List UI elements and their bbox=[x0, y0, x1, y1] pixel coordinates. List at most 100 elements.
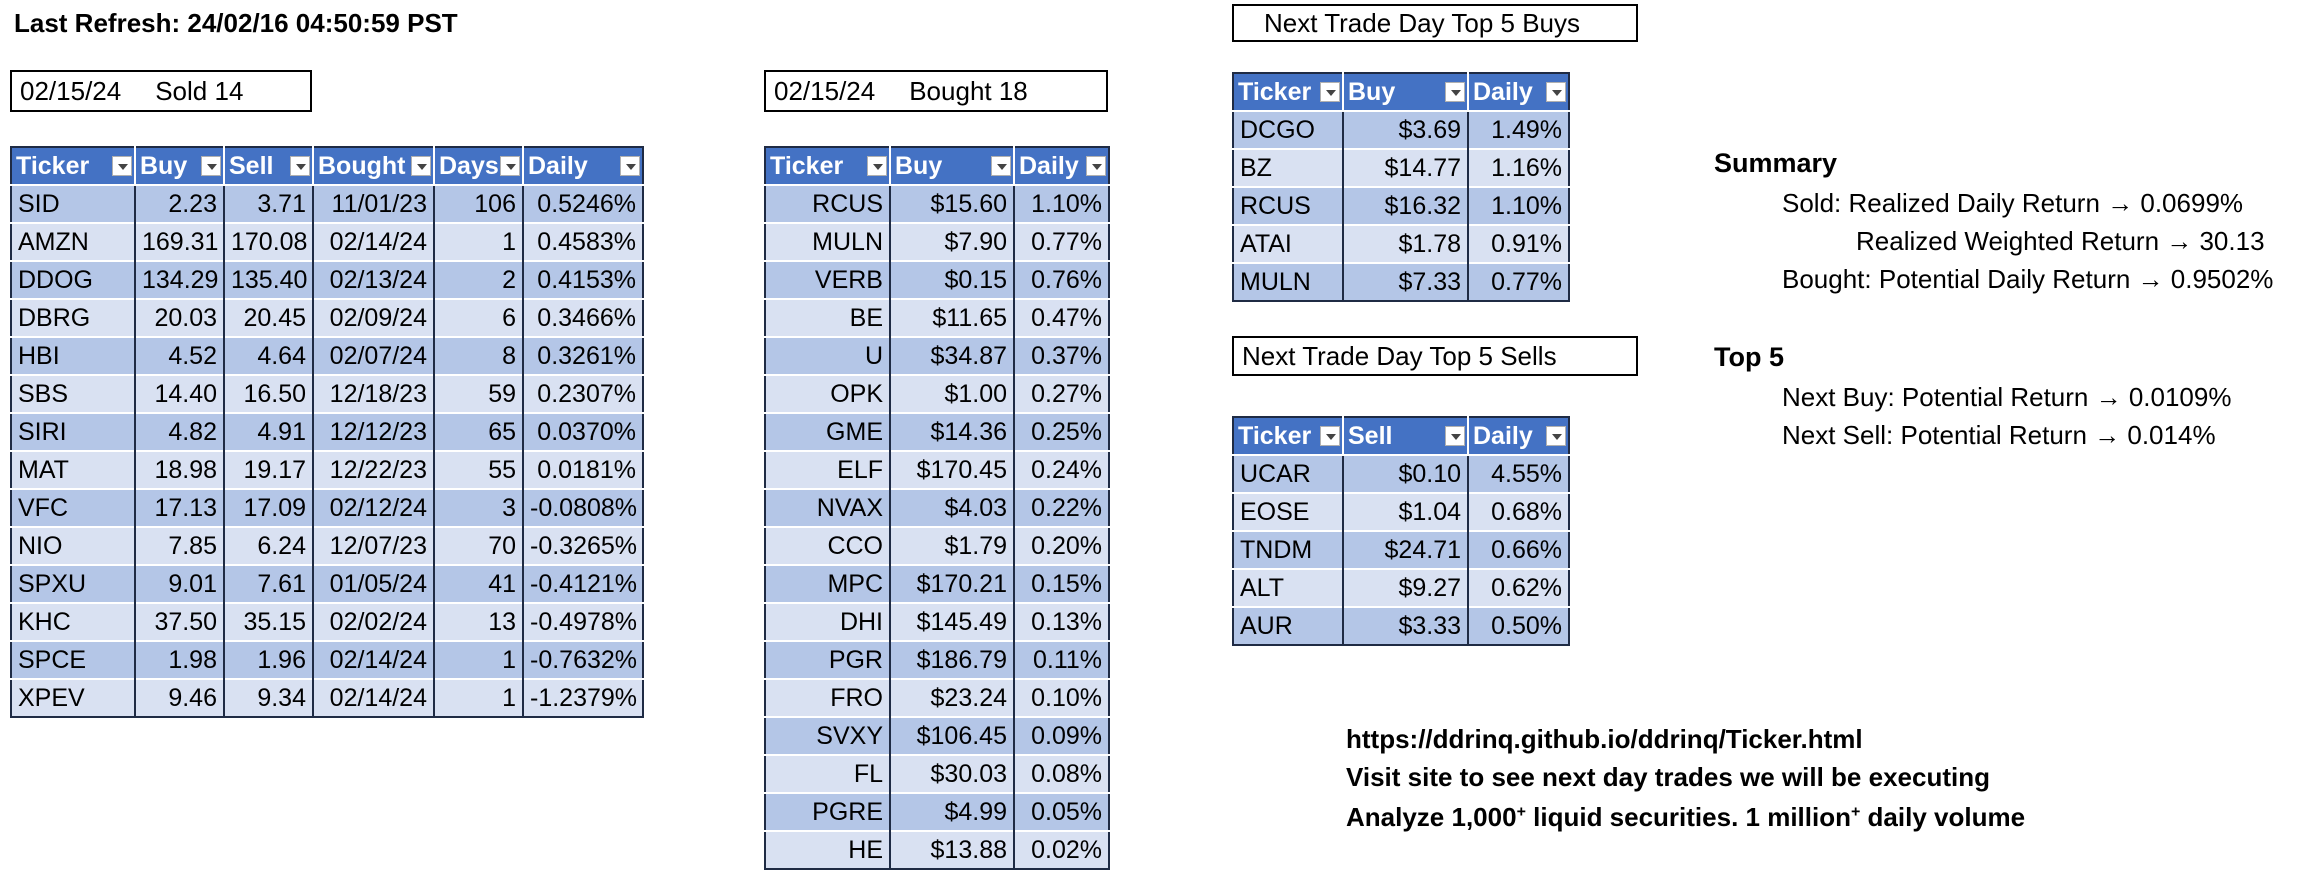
table-cell: 0.68% bbox=[1468, 492, 1569, 531]
filter-dropdown-icon[interactable] bbox=[411, 156, 431, 176]
filter-dropdown-icon[interactable] bbox=[1086, 156, 1106, 176]
table-cell: 12/18/23 bbox=[313, 374, 435, 413]
table-row: BE $11.65 0.47% bbox=[765, 298, 1109, 337]
table-cell: 37.50 bbox=[135, 602, 225, 641]
table-row: ATAI $1.78 0.91% bbox=[1233, 224, 1569, 263]
table-cell: 3.71 bbox=[224, 184, 314, 223]
table-cell: 135.40 bbox=[224, 260, 314, 299]
table-cell: $15.60 bbox=[890, 184, 1015, 223]
table-cell: 18.98 bbox=[135, 450, 225, 489]
table-row: MULN $7.90 0.77% bbox=[765, 222, 1109, 261]
table-cell: XPEV bbox=[11, 678, 136, 717]
analyze-part-a: Analyze 1,000 bbox=[1346, 802, 1517, 832]
table-cell: 4.82 bbox=[135, 412, 225, 451]
filter-dropdown-icon[interactable] bbox=[1320, 426, 1340, 446]
site-analyze-text: Analyze 1,000+ liquid securities. 1 mill… bbox=[1346, 802, 2025, 833]
table-cell: MULN bbox=[765, 222, 891, 261]
table-cell: 1.16% bbox=[1468, 148, 1569, 187]
table-row: HBI 4.52 4.64 02/07/24 8 0.3261% bbox=[11, 336, 643, 375]
table-cell: 7.61 bbox=[224, 564, 314, 603]
column-header: Buy bbox=[890, 147, 1015, 185]
table-cell: $24.71 bbox=[1343, 530, 1469, 569]
column-header: Buy bbox=[135, 147, 225, 185]
table-cell: MULN bbox=[1233, 262, 1344, 301]
table-cell: ATAI bbox=[1233, 224, 1344, 263]
table-row: EOSE $1.04 0.68% bbox=[1233, 492, 1569, 531]
filter-dropdown-icon[interactable] bbox=[620, 156, 640, 176]
table-cell: 0.66% bbox=[1468, 530, 1569, 569]
table-cell: 1.10% bbox=[1014, 184, 1109, 223]
table-cell: 1 bbox=[434, 678, 524, 717]
column-header: Ticker bbox=[1233, 417, 1344, 455]
table-cell: SPCE bbox=[11, 640, 136, 679]
column-header-label: Buy bbox=[1348, 77, 1396, 106]
filter-dropdown-icon[interactable] bbox=[201, 156, 221, 176]
table-cell: KHC bbox=[11, 602, 136, 641]
column-header-label: Ticker bbox=[770, 151, 844, 180]
table-cell: RCUS bbox=[765, 184, 891, 223]
table-row: SIRI 4.82 4.91 12/12/23 65 0.0370% bbox=[11, 412, 643, 451]
table-cell: 01/05/24 bbox=[313, 564, 435, 603]
table-cell: 1.49% bbox=[1468, 110, 1569, 149]
table-cell: U bbox=[765, 336, 891, 375]
top-sells-table: Ticker Sell Daily UCAR $0.10 4.55% EOSE $1.04 0… bbox=[1232, 416, 1570, 646]
filter-dropdown-icon[interactable] bbox=[112, 156, 132, 176]
table-cell: 0.05% bbox=[1014, 792, 1109, 831]
column-header: Bought bbox=[313, 147, 435, 185]
table-cell: 6 bbox=[434, 298, 524, 337]
table-cell: 14.40 bbox=[135, 374, 225, 413]
table-cell: OPK bbox=[765, 374, 891, 413]
filter-dropdown-icon[interactable] bbox=[991, 156, 1011, 176]
filter-dropdown-icon[interactable] bbox=[1445, 426, 1465, 446]
table-cell: MAT bbox=[11, 450, 136, 489]
table-row: DDOG 134.29 135.40 02/13/24 2 0.4153% bbox=[11, 260, 643, 299]
sold-summary-box: 02/15/24 Sold 14 bbox=[10, 70, 312, 112]
table-cell: -0.4121% bbox=[523, 564, 643, 603]
table-cell: BE bbox=[765, 298, 891, 337]
column-header: Sell bbox=[224, 147, 314, 185]
table-row: GME $14.36 0.25% bbox=[765, 412, 1109, 451]
filter-dropdown-icon[interactable] bbox=[290, 156, 310, 176]
column-header: Ticker bbox=[11, 147, 136, 185]
table-cell: BZ bbox=[1233, 148, 1344, 187]
table-row: MULN $7.33 0.77% bbox=[1233, 262, 1569, 301]
table-cell: 0.2307% bbox=[523, 374, 643, 413]
filter-dropdown-icon[interactable] bbox=[1546, 82, 1566, 102]
column-header-label: Ticker bbox=[1238, 77, 1312, 106]
table-cell: 19.17 bbox=[224, 450, 314, 489]
table-cell: $0.15 bbox=[890, 260, 1015, 299]
filter-dropdown-icon[interactable] bbox=[1546, 426, 1566, 446]
summary-sold-daily: Sold: Realized Daily Return → 0.0699% bbox=[1782, 188, 2244, 218]
table-cell: HBI bbox=[11, 336, 136, 375]
table-cell: 12/22/23 bbox=[313, 450, 435, 489]
filter-dropdown-icon[interactable] bbox=[1445, 82, 1465, 102]
table-cell: 0.77% bbox=[1468, 262, 1569, 301]
table-cell: 41 bbox=[434, 564, 524, 603]
table-cell: 13 bbox=[434, 602, 524, 641]
table-cell: -0.7632% bbox=[523, 640, 643, 679]
table-cell: VERB bbox=[765, 260, 891, 299]
filter-dropdown-icon[interactable] bbox=[867, 156, 887, 176]
table-cell: 1.98 bbox=[135, 640, 225, 679]
table-cell: $7.90 bbox=[890, 222, 1015, 261]
table-cell: $170.21 bbox=[890, 564, 1015, 603]
table-row: CCO $1.79 0.20% bbox=[765, 526, 1109, 565]
table-cell: $170.45 bbox=[890, 450, 1015, 489]
table-row: HE $13.88 0.02% bbox=[765, 830, 1109, 869]
table-row: FL $30.03 0.08% bbox=[765, 754, 1109, 793]
table-cell: $23.24 bbox=[890, 678, 1015, 717]
table-cell: 9.01 bbox=[135, 564, 225, 603]
table-cell: $1.79 bbox=[890, 526, 1015, 565]
table-cell: $3.33 bbox=[1343, 606, 1469, 645]
table-row: PGRE $4.99 0.05% bbox=[765, 792, 1109, 831]
table-cell: $0.10 bbox=[1343, 454, 1469, 493]
table-cell: $9.27 bbox=[1343, 568, 1469, 607]
filter-dropdown-icon[interactable] bbox=[500, 156, 520, 176]
table-cell: 17.13 bbox=[135, 488, 225, 527]
table-cell: 12/12/23 bbox=[313, 412, 435, 451]
table-cell: AUR bbox=[1233, 606, 1344, 645]
top-buys-title-box: Next Trade Day Top 5 Buys bbox=[1232, 4, 1638, 42]
table-cell: $106.45 bbox=[890, 716, 1015, 755]
filter-dropdown-icon[interactable] bbox=[1320, 82, 1340, 102]
table-cell: 169.31 bbox=[135, 222, 225, 261]
